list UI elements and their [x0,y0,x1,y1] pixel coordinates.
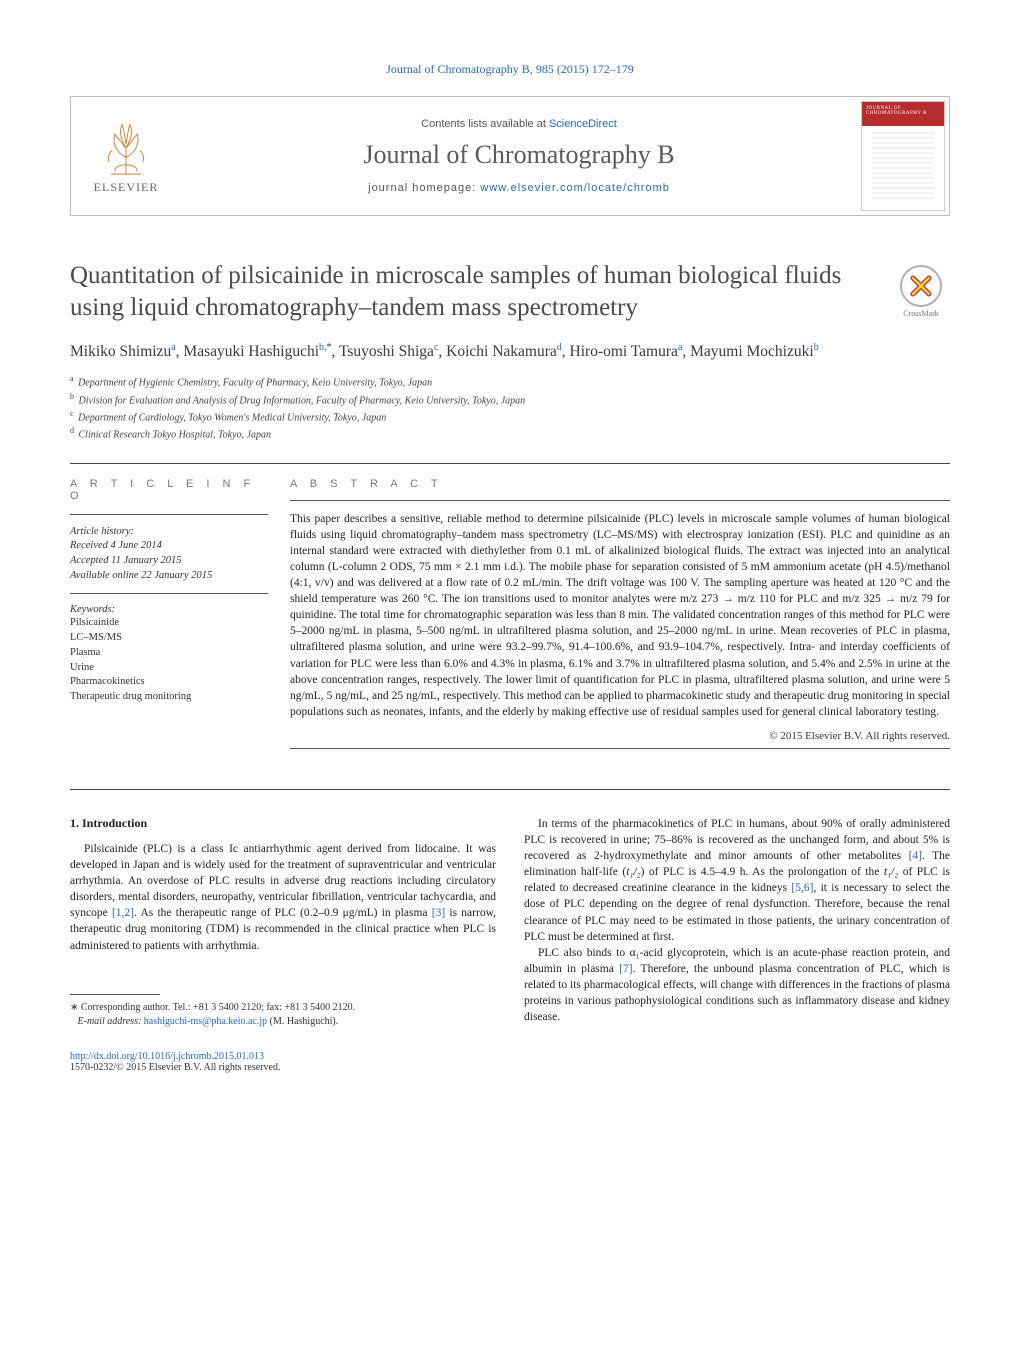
footnote-corr: Corresponding author. Tel.: +81 3 5400 2… [78,1002,355,1013]
banner-center: Contents lists available at ScienceDirec… [181,97,857,215]
homepage-line: journal homepage: www.elsevier.com/locat… [368,182,670,194]
article-info-label: A R T I C L E I N F O [70,478,268,502]
article-title: Quantitation of pilsicainide in microsca… [70,260,874,324]
publisher-logo-block: ELSEVIER [71,97,181,215]
ref-3-link[interactable]: [3] [432,907,445,919]
history-head: Article history: [70,525,268,540]
ref-5-6-link[interactable]: [5,6] [791,882,813,894]
sciencedirect-link[interactable]: ScienceDirect [549,118,617,130]
thalf-2: t₁/₂ [884,866,898,878]
affiliation-a: a Department of Hygienic Chemistry, Facu… [70,373,950,390]
keyword: Urine [70,661,268,676]
keywords-list: PilsicainideLC–MS/MSPlasmaUrinePharmacok… [70,616,268,704]
body-right-p1-mid2: ) of PLC is 4.5–4.9 h. As the prolongati… [641,866,884,878]
doi-link[interactable]: http://dx.doi.org/10.1016/j.jchromb.2015… [70,1051,264,1062]
body-right-text: In terms of the pharmacokinetics of PLC … [524,816,950,1025]
abstract-bottom-rule [290,748,950,749]
doi-block: http://dx.doi.org/10.1016/j.jchromb.2015… [70,1051,496,1073]
authors-line: Mikiko Shimizua, Masayuki Hashiguchib,*,… [70,340,950,363]
issn-copyright: 1570-0232/© 2015 Elsevier B.V. All right… [70,1062,280,1073]
rule-above-body [70,789,950,790]
abstract-top-rule [290,500,950,501]
body-right-p1-pre: In terms of the pharmacokinetics of PLC … [524,818,950,862]
history-online: Available online 22 January 2015 [70,569,268,584]
cover-thumb-lines [872,132,934,200]
header-citation-link[interactable]: Journal of Chromatography B, 985 (2015) … [386,62,634,76]
footnote-rule [70,994,160,995]
abstract-copyright: © 2015 Elsevier B.V. All rights reserved… [290,730,950,742]
affiliation-d: d Clinical Research Tokyo Hospital, Toky… [70,425,950,442]
keyword: LC–MS/MS [70,631,268,646]
history-received: Received 4 June 2014 [70,539,268,554]
abstract-text: This paper describes a sensitive, reliab… [290,511,950,720]
cover-thumb: JOURNAL OF CHROMATOGRAPHY B [861,101,945,211]
contents-line: Contents lists available at ScienceDirec… [421,118,617,130]
abstract-label: A B S T R A C T [290,478,950,490]
cover-thumb-title: JOURNAL OF CHROMATOGRAPHY B [866,106,940,116]
footnote-email-label: E-mail address: [78,1016,144,1027]
cover-thumb-block: JOURNAL OF CHROMATOGRAPHY B [857,97,949,215]
body-left-text: Pilsicainide (PLC) is a class Ic antiarr… [70,841,496,954]
left-rule-1 [70,514,268,515]
body-left-p1-mid: . As the therapeutic range of PLC (0.2–0… [134,907,432,919]
affiliation-b: b Division for Evaluation and Analysis o… [70,391,950,408]
affiliation-c: c Department of Cardiology, Tokyo Women'… [70,408,950,425]
section-1-heading: 1. Introduction [70,816,496,831]
crossmark-badge[interactable]: CrossMark [892,264,950,322]
journal-name: Journal of Chromatography B [363,140,674,170]
keywords-head: Keywords: [70,604,268,615]
keyword: Pharmacokinetics [70,675,268,690]
corresponding-footnote: ∗ Corresponding author. Tel.: +81 3 5400… [70,1001,496,1029]
elsevier-logo: ELSEVIER [94,118,159,195]
keyword: Pilsicainide [70,616,268,631]
homepage-prefix: journal homepage: [368,182,480,194]
ref-1-2-link[interactable]: [1,2] [112,907,134,919]
contents-prefix: Contents lists available at [421,118,549,130]
keyword: Plasma [70,646,268,661]
thalf-1: t₁/₂ [626,866,640,878]
footnote-email-link[interactable]: hashiguchi-ms@pha.keio.ac.jp [144,1016,267,1027]
publisher-name: ELSEVIER [94,180,159,195]
page-header-link: Journal of Chromatography B, 985 (2015) … [70,60,950,78]
ref-4-link[interactable]: [4] [909,850,922,862]
elsevier-tree-icon [96,118,156,178]
journal-banner: ELSEVIER Contents lists available at Sci… [70,96,950,216]
left-rule-2 [70,593,268,594]
homepage-link[interactable]: www.elsevier.com/locate/chromb [480,182,670,194]
affiliations: a Department of Hygienic Chemistry, Facu… [70,373,950,442]
footnote-email-suffix: (M. Hashiguchi). [267,1016,338,1027]
article-history: Article history: Received 4 June 2014 Ac… [70,525,268,584]
keyword: Therapeutic drug monitoring [70,690,268,705]
history-accepted: Accepted 11 January 2015 [70,554,268,569]
ref-7-link[interactable]: [7] [619,963,632,975]
crossmark-label: CrossMark [903,309,939,318]
